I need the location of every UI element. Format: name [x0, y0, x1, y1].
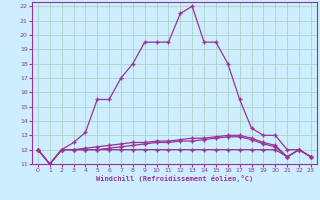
X-axis label: Windchill (Refroidissement éolien,°C): Windchill (Refroidissement éolien,°C) [96, 175, 253, 182]
